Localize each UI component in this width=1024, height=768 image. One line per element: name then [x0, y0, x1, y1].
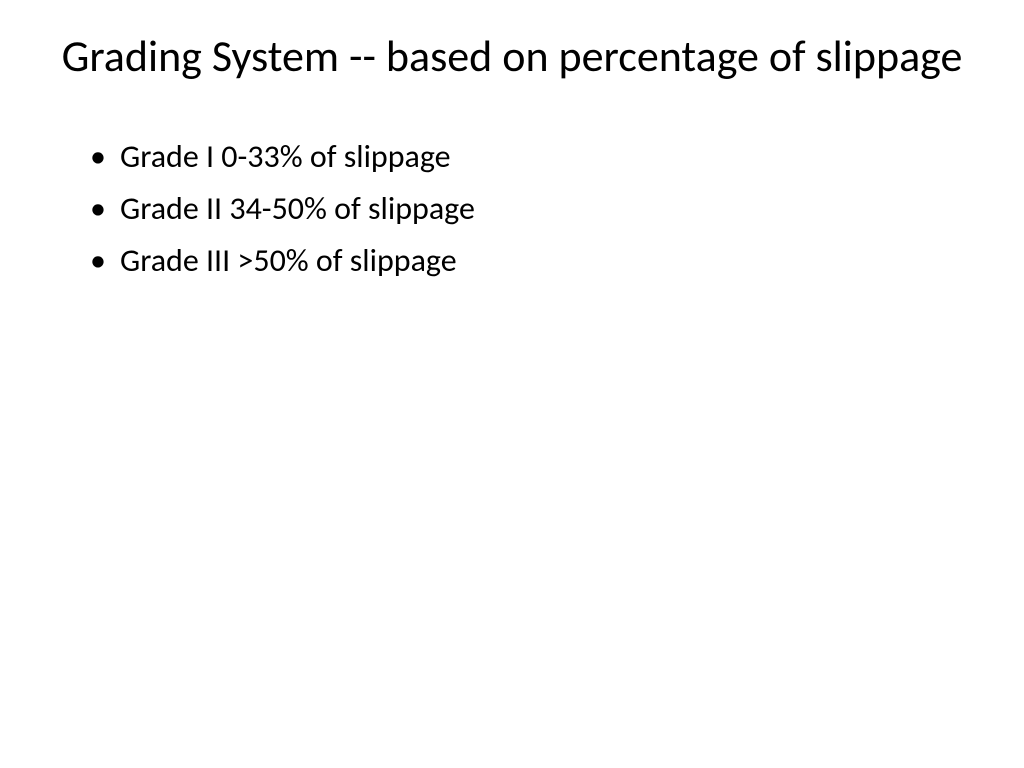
slide-title: Grading System -- based on percentage of…: [60, 30, 964, 83]
list-item: Grade III >50% of slippage: [90, 237, 964, 285]
list-item: Grade II 34-50% of slippage: [90, 185, 964, 233]
bullet-list: Grade I 0-33% of slippage Grade II 34-50…: [60, 133, 964, 285]
slide-container: Grading System -- based on percentage of…: [0, 0, 1024, 768]
list-item: Grade I 0-33% of slippage: [90, 133, 964, 181]
